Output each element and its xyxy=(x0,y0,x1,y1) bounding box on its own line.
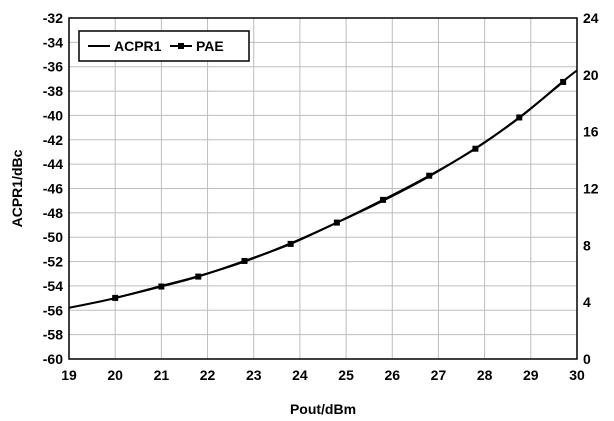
x-tick-label: 21 xyxy=(154,367,170,383)
grid xyxy=(68,17,578,360)
y-tick-label: -38 xyxy=(43,83,63,99)
y-tick-labels: -32 -34 -36 -38 -40 -42 -44 -46 -48 -50 -52 -54 -56 -… xyxy=(43,10,63,367)
x-tick-label: 30 xyxy=(569,367,585,383)
series-acpr1 xyxy=(68,69,578,309)
series-line xyxy=(114,81,564,299)
x-tick-label: 19 xyxy=(61,367,77,383)
series-line xyxy=(68,69,578,309)
x-tick-labels: 19 20 21 22 23 24 25 26 27 28 29 30 xyxy=(61,367,585,383)
data-point xyxy=(287,240,294,247)
legend-label: PAE xyxy=(196,38,224,54)
y2-tick-label: 24 xyxy=(583,10,599,26)
y2-tick-label: 20 xyxy=(583,67,599,83)
y-tick-label: -40 xyxy=(43,107,63,123)
y2-tick-label: 12 xyxy=(583,181,599,197)
y-tick-label: -42 xyxy=(43,132,63,148)
data-point xyxy=(241,257,248,264)
x-tick-label: 23 xyxy=(246,367,262,383)
x-tick-label: 20 xyxy=(107,367,123,383)
y-tick-label: -52 xyxy=(43,254,63,270)
data-point xyxy=(195,273,202,280)
y-tick-label: -46 xyxy=(43,181,63,197)
x-tick-label: 27 xyxy=(431,367,447,383)
data-point xyxy=(380,196,387,203)
data-point xyxy=(472,145,479,152)
y2-tick-label: 0 xyxy=(583,351,591,367)
y-tick-label: -36 xyxy=(43,59,63,75)
data-point xyxy=(158,283,165,290)
y-tick-label: -56 xyxy=(43,302,63,318)
data-point xyxy=(516,114,523,121)
y-tick-label: -34 xyxy=(43,34,63,50)
x-axis-title: Pout/dBm xyxy=(290,401,356,417)
x-tick-label: 25 xyxy=(338,367,354,383)
y2-tick-label: 16 xyxy=(583,124,599,140)
y-tick-label: -44 xyxy=(43,156,63,172)
x-tick-label: 29 xyxy=(523,367,539,383)
x-tick-label: 26 xyxy=(384,367,400,383)
x-tick-label: 28 xyxy=(477,367,493,383)
y2-tick-labels: 24 20 16 12 8 4 0 xyxy=(583,10,599,367)
y-tick-label: -48 xyxy=(43,205,63,221)
legend-label: ACPR1 xyxy=(114,38,162,54)
y-axis-title: ACPR1/dBc xyxy=(9,149,25,227)
y-tick-label: -58 xyxy=(43,327,63,343)
y-tick-label: -50 xyxy=(43,229,63,245)
y2-tick-label: 8 xyxy=(583,237,591,253)
data-point xyxy=(333,219,340,226)
x-tick-label: 24 xyxy=(292,367,308,383)
legend-marker xyxy=(178,43,184,49)
y-tick-label: -60 xyxy=(43,351,63,367)
y2-tick-label: 4 xyxy=(583,294,591,310)
x-tick-label: 22 xyxy=(200,367,216,383)
y-tick-label: -54 xyxy=(43,278,63,294)
series-layer xyxy=(68,69,578,309)
series-pae xyxy=(112,78,567,301)
data-point xyxy=(560,78,567,85)
data-point xyxy=(426,172,433,179)
data-point xyxy=(112,294,119,301)
legend: ACPR1 PAE xyxy=(78,30,250,62)
plot-frame xyxy=(68,17,578,360)
y-tick-label: -32 xyxy=(43,10,63,26)
